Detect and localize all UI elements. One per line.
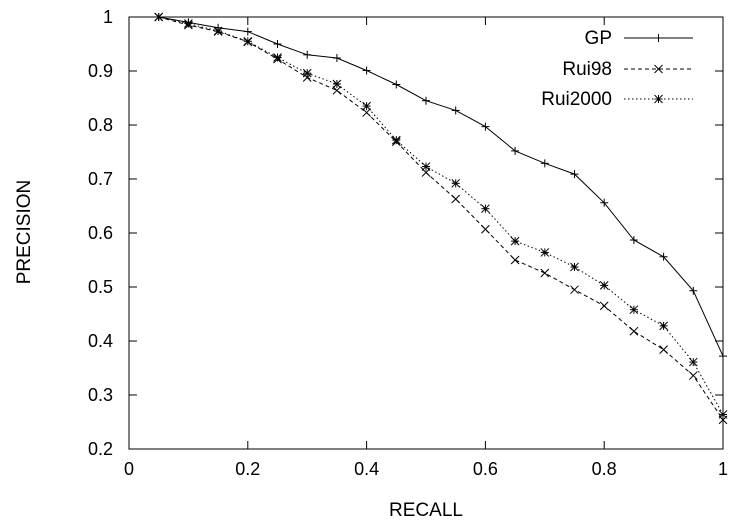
data-point-marker bbox=[511, 146, 520, 155]
data-point-marker bbox=[599, 281, 609, 290]
data-point-marker bbox=[362, 101, 371, 111]
data-point-marker bbox=[689, 286, 698, 295]
series-rui2000 bbox=[154, 12, 728, 419]
data-point-marker bbox=[481, 224, 490, 234]
data-point-marker bbox=[688, 371, 698, 380]
legend-label: Rui2000 bbox=[541, 89, 612, 110]
data-point-marker bbox=[391, 135, 401, 145]
data-point-marker bbox=[659, 252, 668, 261]
data-point-marker bbox=[629, 236, 638, 245]
data-point-marker bbox=[481, 204, 490, 214]
series-line bbox=[158, 16, 724, 415]
data-point-marker bbox=[362, 108, 371, 117]
data-point-marker bbox=[392, 80, 401, 89]
data-point-marker bbox=[154, 12, 164, 22]
legend-label: GP bbox=[585, 28, 612, 49]
data-point-marker bbox=[332, 79, 342, 89]
data-point-marker bbox=[510, 255, 520, 265]
legend-item: GP bbox=[585, 28, 693, 49]
data-point-marker bbox=[332, 86, 342, 95]
y-tick-label: 0.3 bbox=[88, 385, 113, 405]
data-point-marker bbox=[719, 352, 727, 361]
data-point-marker bbox=[213, 26, 223, 36]
data-point-marker bbox=[570, 262, 579, 272]
data-point-marker bbox=[303, 50, 312, 59]
data-point-marker bbox=[302, 73, 312, 82]
data-point-marker bbox=[629, 326, 639, 336]
data-point-marker bbox=[451, 178, 461, 188]
data-point-marker bbox=[362, 66, 371, 75]
data-point-marker bbox=[688, 357, 698, 367]
y-tick-label: 0.9 bbox=[88, 61, 113, 81]
data-point-marker bbox=[332, 54, 341, 63]
x-tick-label: 0.8 bbox=[592, 459, 617, 479]
series-line bbox=[158, 16, 724, 421]
data-point-marker bbox=[540, 268, 550, 278]
y-tick-label: 1 bbox=[103, 7, 113, 27]
x-tick-label: 0.4 bbox=[354, 459, 379, 479]
plot-frame bbox=[128, 16, 724, 450]
data-point-marker bbox=[510, 236, 520, 246]
data-point-marker bbox=[273, 40, 282, 48]
data-point-marker bbox=[422, 96, 430, 105]
data-point-marker bbox=[600, 198, 609, 207]
data-point-marker bbox=[540, 248, 550, 257]
y-tick-label: 0.2 bbox=[88, 439, 113, 459]
data-point-marker bbox=[451, 194, 461, 204]
data-point-marker bbox=[481, 122, 490, 131]
legend-item: Rui2000 bbox=[541, 89, 693, 110]
x-tick-label: 1 bbox=[718, 459, 728, 479]
y-tick-label: 0.8 bbox=[88, 115, 113, 135]
data-point-marker bbox=[184, 19, 193, 28]
data-point-marker bbox=[659, 321, 668, 331]
series-layer bbox=[154, 12, 728, 425]
data-point-marker bbox=[243, 27, 252, 36]
x-axis: 0 0.2 0.4 0.6 0.8 1 bbox=[124, 17, 728, 479]
data-point-marker bbox=[302, 68, 312, 78]
data-point-marker bbox=[273, 53, 282, 62]
data-point-marker bbox=[570, 285, 579, 295]
legend-item: Rui98 bbox=[562, 59, 693, 80]
data-point-marker bbox=[243, 36, 253, 46]
y-axis: 0.2 0.3 0.4 0.5 0.6 0.7 0.8 0.9 1 bbox=[88, 7, 723, 459]
data-point-marker bbox=[540, 159, 549, 168]
data-point-marker bbox=[659, 345, 668, 354]
y-axis-label: PRECISION bbox=[14, 180, 35, 285]
data-point-marker bbox=[718, 410, 728, 419]
series-gp bbox=[154, 13, 727, 361]
x-axis-label: RECALL bbox=[389, 500, 463, 521]
plot-border bbox=[128, 16, 724, 450]
y-tick-label: 0.5 bbox=[88, 277, 113, 297]
legend: GP Rui98 Rui2000 bbox=[541, 28, 693, 110]
data-point-marker bbox=[654, 34, 663, 42]
data-point-marker bbox=[599, 301, 609, 311]
x-tick-label: 0.6 bbox=[473, 459, 498, 479]
y-tick-label: 0.7 bbox=[88, 169, 113, 189]
x-tick-label: 0.2 bbox=[235, 459, 260, 479]
data-point-marker bbox=[421, 162, 431, 171]
legend-label: Rui98 bbox=[562, 59, 612, 80]
data-point-marker bbox=[570, 170, 579, 179]
series-line bbox=[158, 16, 724, 357]
series-rui98 bbox=[154, 12, 728, 425]
y-tick-label: 0.6 bbox=[88, 223, 113, 243]
x-tick-label: 0 bbox=[124, 459, 134, 479]
y-tick-label: 0.4 bbox=[88, 331, 113, 351]
data-point-marker bbox=[654, 94, 663, 104]
data-point-marker bbox=[451, 106, 460, 115]
data-point-marker bbox=[654, 64, 663, 74]
data-point-marker bbox=[629, 305, 639, 315]
